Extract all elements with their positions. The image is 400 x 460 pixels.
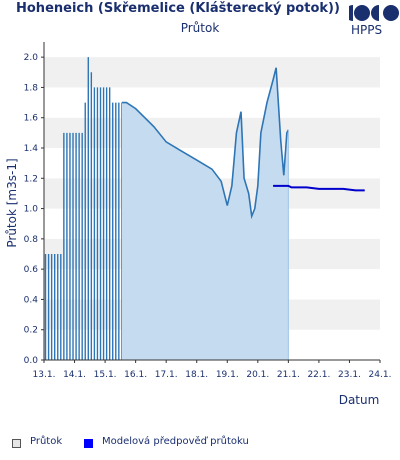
series-forecast: [273, 184, 365, 192]
legend-swatch-prutok: [12, 439, 21, 448]
y-tick-label: 2.0: [24, 53, 39, 63]
logo-text: HPPS: [351, 23, 383, 37]
y-tick-label: 0.0: [24, 356, 39, 366]
x-tick-label: 18.1.: [185, 370, 208, 380]
y-tick-labels: 0.0 0.2 0.4 0.6 0.8 1.0 1.2 1.4 1.6 1.8 2.0: [24, 53, 39, 366]
chart-subtitle: Průtok: [180, 21, 220, 35]
grid-band: [44, 57, 380, 88]
x-tick-label: 17.1.: [155, 370, 178, 380]
legend-swatch-forecast: [84, 439, 93, 448]
legend-label-prutok: Průtok: [30, 436, 63, 447]
series-prutok: [44, 57, 290, 360]
flow-area: [121, 67, 289, 360]
x-tick-label: 22.1.: [307, 370, 330, 380]
hpps-logo-icon: [349, 5, 399, 21]
y-tick-label: 1.0: [24, 205, 39, 215]
y-tick-label: 1.8: [24, 83, 39, 93]
flow-line: [121, 67, 290, 220]
legend-label-forecast: Modelová předpověď průtoku: [102, 436, 249, 447]
y-tick-label: 0.6: [24, 265, 39, 275]
forecast-line: [273, 184, 365, 192]
y-tick-label: 0.4: [24, 295, 39, 305]
chart-title: Hoheneich (Skřemelice (Klášterecký potok…: [16, 1, 340, 16]
x-tick-labels: 13.1. 14.1. 15.1. 16.1. 17.1. 18.1. 19.1. 20.1.…: [33, 370, 392, 380]
x-axis-label: Datum: [339, 393, 380, 407]
x-tick-label: 13.1.: [33, 370, 56, 380]
x-tick-label: 19.1.: [216, 370, 239, 380]
y-tick-label: 0.2: [24, 326, 38, 336]
y-tick-label: 0.8: [24, 235, 39, 245]
y-tick-label: 1.2: [24, 174, 38, 184]
x-tick-label: 21.1.: [277, 370, 300, 380]
y-tick-label: 1.4: [24, 144, 39, 154]
x-tick-label: 20.1.: [246, 370, 269, 380]
axes: [41, 42, 381, 363]
x-tick-label: 24.1.: [369, 370, 392, 380]
x-tick-label: 23.1.: [338, 370, 361, 380]
x-tick-label: 16.1.: [124, 370, 147, 380]
x-tick-label: 15.1.: [94, 370, 117, 380]
y-tick-label: 1.6: [24, 114, 39, 124]
y-axis-label: Průtok [m3s-1]: [5, 158, 19, 247]
x-tick-label: 14.1.: [63, 370, 86, 380]
